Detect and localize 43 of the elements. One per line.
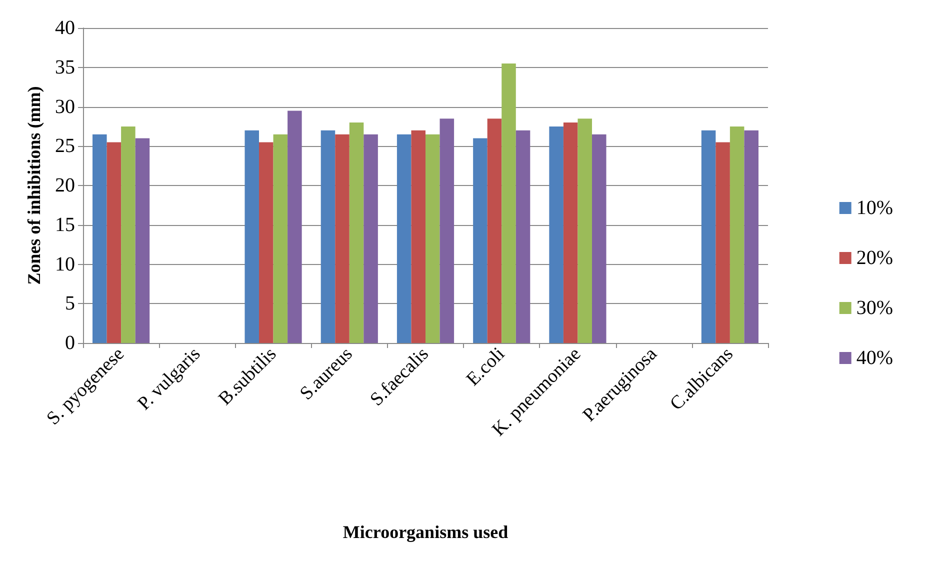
bar bbox=[92, 134, 107, 343]
bar bbox=[563, 122, 578, 343]
bar bbox=[730, 126, 744, 343]
bar bbox=[578, 118, 592, 343]
y-tick-label: 30 bbox=[55, 96, 75, 118]
bar bbox=[440, 118, 454, 343]
bar bbox=[364, 134, 378, 343]
legend-label: 10% bbox=[856, 197, 894, 219]
bar bbox=[135, 138, 150, 343]
bar bbox=[273, 134, 288, 343]
y-tick-label: 40 bbox=[55, 17, 75, 39]
y-axis-title: Zones of inhibitions (mm) bbox=[24, 86, 44, 285]
y-tick-label: 15 bbox=[55, 214, 75, 236]
y-tick-label: 10 bbox=[55, 253, 75, 276]
bar bbox=[244, 130, 260, 343]
legend-label: 40% bbox=[856, 347, 894, 369]
bar bbox=[516, 130, 530, 343]
bar bbox=[592, 134, 606, 343]
bar bbox=[335, 134, 350, 343]
y-tick-label: 20 bbox=[55, 174, 75, 196]
bar bbox=[106, 142, 122, 343]
bar bbox=[744, 130, 758, 343]
legend-label: 20% bbox=[856, 247, 894, 269]
bar bbox=[411, 130, 426, 343]
bar bbox=[549, 126, 564, 343]
y-tick-label: 0 bbox=[65, 332, 75, 354]
bar bbox=[426, 134, 440, 343]
x-axis-title: Microorganisms used bbox=[342, 522, 508, 542]
y-tick-label: 35 bbox=[55, 56, 75, 78]
bar bbox=[349, 122, 364, 343]
legend-label: 30% bbox=[856, 297, 894, 319]
y-tick-label: 5 bbox=[65, 292, 75, 315]
bar bbox=[716, 142, 730, 343]
bar bbox=[259, 142, 274, 343]
bar bbox=[396, 134, 412, 343]
bar bbox=[473, 138, 488, 343]
bar bbox=[502, 63, 516, 343]
bar bbox=[487, 118, 502, 343]
y-tick-label: 25 bbox=[55, 135, 75, 158]
bar bbox=[320, 130, 336, 343]
bar bbox=[121, 126, 136, 343]
bar bbox=[288, 110, 302, 343]
bar bbox=[701, 130, 716, 343]
